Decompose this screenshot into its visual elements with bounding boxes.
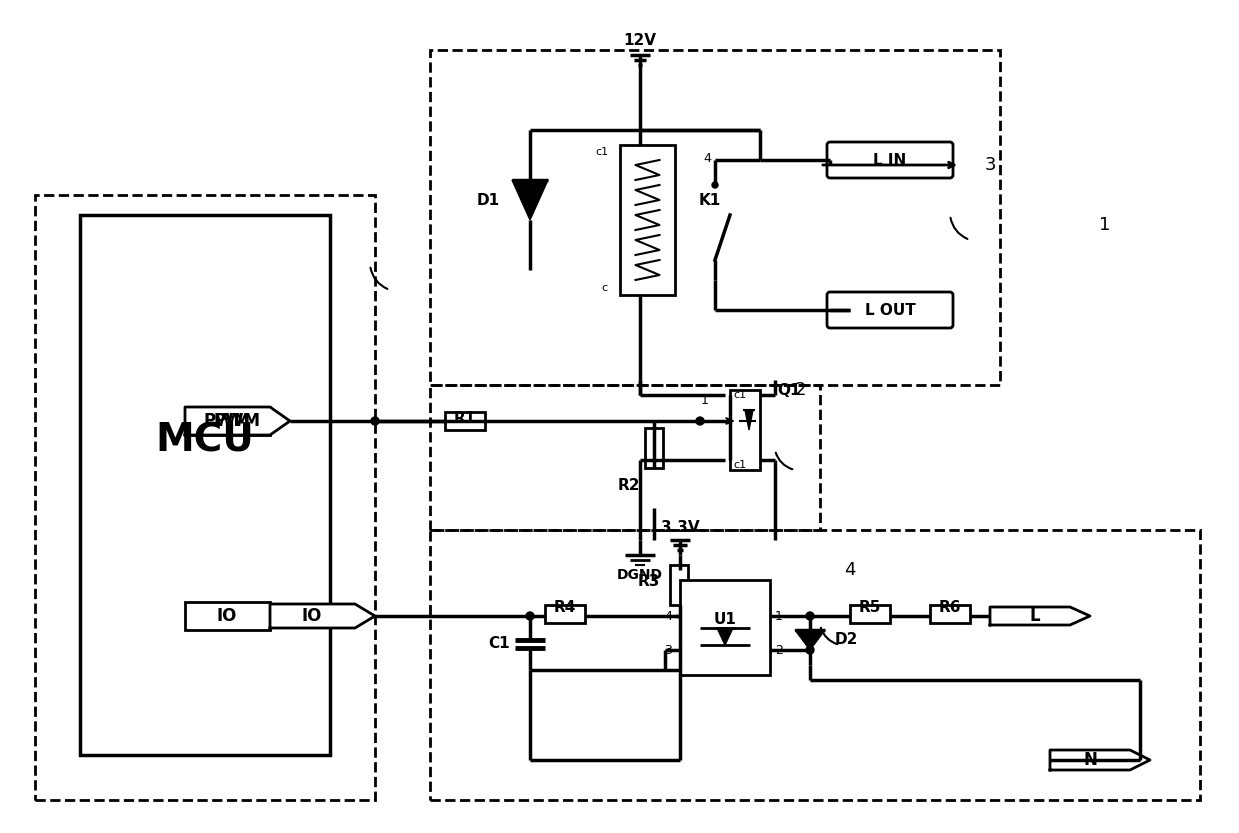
- Circle shape: [807, 612, 814, 620]
- Text: MCU: MCU: [156, 421, 254, 459]
- Text: K1: K1: [699, 192, 721, 207]
- Text: U1: U1: [714, 612, 736, 627]
- Bar: [680, 580, 769, 675]
- Text: L: L: [1030, 607, 1041, 625]
- Text: R3: R3: [638, 575, 660, 590]
- Text: 4: 4: [703, 152, 711, 164]
- Text: PWM: PWM: [213, 412, 260, 430]
- Text: c1: c1: [595, 147, 608, 157]
- Text: R2: R2: [617, 477, 641, 492]
- Bar: [185, 407, 270, 435]
- Text: 2: 2: [794, 381, 805, 399]
- Bar: [430, 385, 820, 530]
- Text: 4: 4: [844, 561, 856, 579]
- Bar: [930, 605, 970, 623]
- Text: IO: IO: [302, 607, 322, 625]
- Text: L IN: L IN: [873, 152, 907, 167]
- Bar: [620, 145, 675, 295]
- Circle shape: [696, 417, 704, 425]
- Circle shape: [370, 417, 379, 425]
- Text: c1: c1: [733, 390, 747, 400]
- Bar: [670, 565, 688, 605]
- Circle shape: [807, 646, 814, 654]
- Text: D1: D1: [477, 192, 501, 207]
- Polygon shape: [512, 180, 548, 220]
- Bar: [81, 215, 330, 755]
- Bar: [430, 50, 1000, 385]
- Text: 1: 1: [701, 393, 709, 407]
- Bar: [545, 605, 585, 623]
- Circle shape: [712, 182, 717, 188]
- Text: IO: IO: [217, 607, 237, 625]
- Bar: [850, 605, 890, 623]
- Text: 3: 3: [664, 644, 672, 656]
- Bar: [185, 602, 270, 630]
- Polygon shape: [795, 630, 825, 650]
- Text: DGND: DGND: [617, 568, 663, 582]
- Polygon shape: [270, 604, 375, 628]
- FancyBboxPatch shape: [826, 142, 953, 178]
- Text: Q1: Q1: [777, 382, 800, 397]
- Text: 1: 1: [1099, 216, 1110, 234]
- Text: 4: 4: [664, 610, 672, 622]
- Text: 3: 3: [984, 156, 996, 174]
- Text: 3.3V: 3.3V: [660, 520, 699, 535]
- Bar: [430, 530, 1201, 800]
- Polygon shape: [1049, 750, 1150, 770]
- Polygon shape: [745, 410, 753, 430]
- Text: R1: R1: [453, 411, 476, 426]
- Bar: [445, 412, 484, 430]
- Polygon shape: [717, 628, 733, 645]
- Text: D2: D2: [835, 632, 859, 647]
- Circle shape: [527, 612, 534, 620]
- Text: c1: c1: [733, 460, 747, 470]
- Text: 2: 2: [776, 644, 783, 656]
- Text: 12V: 12V: [623, 32, 657, 47]
- Text: L OUT: L OUT: [865, 302, 916, 317]
- Text: C1: C1: [488, 636, 510, 651]
- Text: R4: R4: [554, 600, 576, 615]
- Polygon shape: [990, 607, 1090, 625]
- Text: N: N: [1083, 751, 1097, 769]
- FancyBboxPatch shape: [826, 292, 953, 328]
- Text: R6: R6: [939, 600, 961, 615]
- Bar: [646, 428, 663, 468]
- Polygon shape: [185, 407, 290, 435]
- Text: PWM: PWM: [203, 412, 250, 430]
- Text: 1: 1: [776, 610, 783, 622]
- Bar: [730, 390, 760, 470]
- Text: c: c: [602, 283, 608, 293]
- Bar: [35, 195, 375, 800]
- Text: R5: R5: [859, 600, 881, 615]
